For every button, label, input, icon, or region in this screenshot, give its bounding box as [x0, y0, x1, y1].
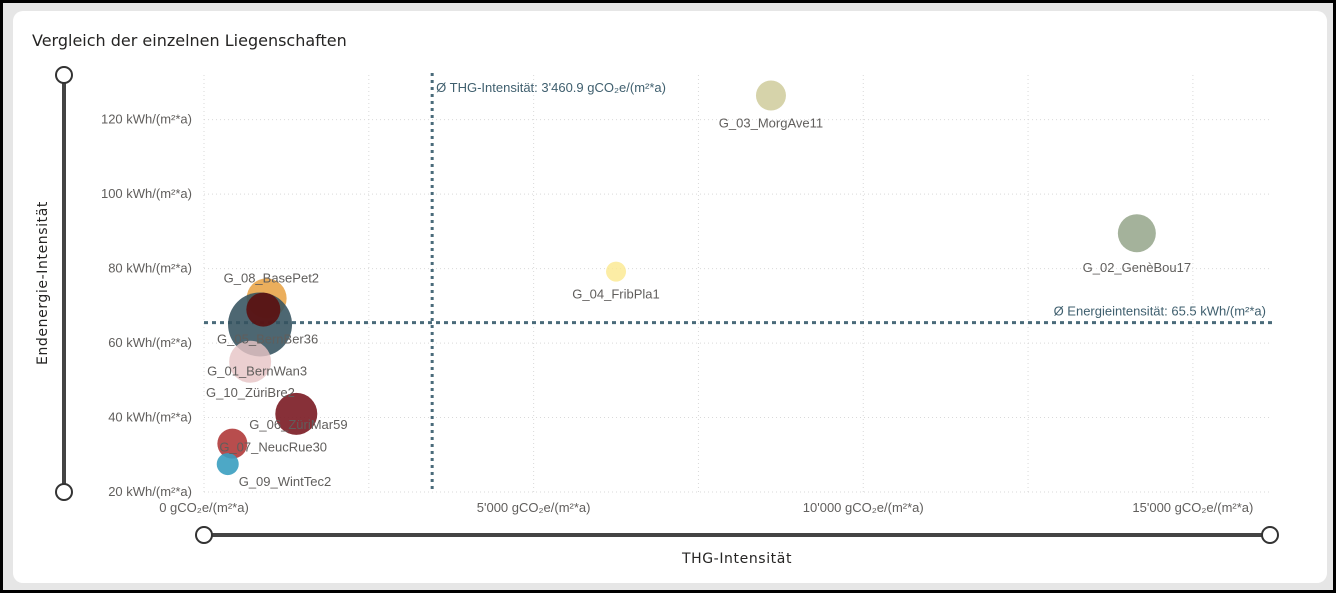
data-point[interactable] [229, 340, 272, 383]
x-tick-label: 10'000 gCO₂e/(m²*a) [803, 500, 924, 515]
y-tick-label: 60 kWh/(m²*a) [108, 335, 192, 350]
data-point[interactable] [606, 261, 627, 282]
avg-thg-reference-label: Ø THG-Intensität: 3'460.9 gCO₂e/(m²*a) [436, 80, 666, 95]
y-slider-handle-top[interactable] [55, 66, 73, 84]
point-label: G_06_ZüriMar59 [249, 417, 347, 432]
x-tick-label: 5'000 gCO₂e/(m²*a) [477, 500, 591, 515]
point-label: G_04_FribPla1 [572, 287, 659, 302]
data-points[interactable] [216, 80, 1156, 476]
y-axis-title: Endenergie-Intensität [35, 201, 51, 365]
y-tick-label: 100 kWh/(m²*a) [101, 186, 192, 201]
point-label: G_03_MorgAve11 [719, 115, 823, 130]
x-slider-handle-right[interactable] [1261, 526, 1279, 544]
point-label: G_01_BernWan3 [207, 364, 307, 379]
data-point[interactable] [755, 80, 786, 111]
data-point[interactable] [1117, 214, 1156, 253]
point-label: G_05_BernBer36 [217, 331, 318, 346]
y-tick-label: 80 kWh/(m²*a) [108, 261, 192, 276]
data-point[interactable] [275, 392, 318, 435]
avg-energy-reference-label: Ø Energieintensität: 65.5 kWh/(m²*a) [1054, 304, 1266, 319]
chart-card [13, 11, 1327, 583]
point-labels: G_03_MorgAve11 G_02_GenèBou17 G_04_FribPla… [206, 115, 1191, 489]
y-slider-handle-bottom[interactable] [55, 483, 73, 501]
x-tick-label: 15'000 gCO₂e/(m²*a) [1132, 500, 1253, 515]
point-label: G_08_BasePet2 [224, 270, 319, 285]
reference-lines: Ø THG-Intensität: 3'460.9 gCO₂e/(m²*a) Ø … [204, 73, 1272, 492]
data-point[interactable] [246, 292, 281, 327]
x-slider-handle-left[interactable] [195, 526, 213, 544]
x-axis-title: THG-Intensität [681, 551, 792, 567]
point-label: G_02_GenèBou17 [1083, 260, 1191, 275]
x-zoom-slider[interactable] [195, 526, 1279, 544]
point-label: G_09_WintTec2 [239, 474, 332, 489]
point-label: G_10_ZüriBre2 [206, 385, 295, 400]
y-tick-label: 40 kWh/(m²*a) [108, 410, 192, 425]
data-point[interactable] [217, 428, 248, 459]
chart-title: Vergleich der einzelnen Liegenschaften [32, 31, 347, 50]
y-tick-label: 20 kWh/(m²*a) [108, 484, 192, 499]
grid-lines [203, 75, 1272, 493]
tick-labels: 0 gCO₂e/(m²*a) 5'000 gCO₂e/(m²*a) 10'000 g… [101, 112, 1253, 515]
y-tick-label: 120 kWh/(m²*a) [101, 112, 192, 127]
data-point[interactable] [216, 453, 239, 476]
point-label: G_07_NeucRue30 [219, 440, 327, 455]
x-tick-label: 0 gCO₂e/(m²*a) [159, 500, 249, 515]
y-zoom-slider[interactable] [55, 66, 73, 501]
